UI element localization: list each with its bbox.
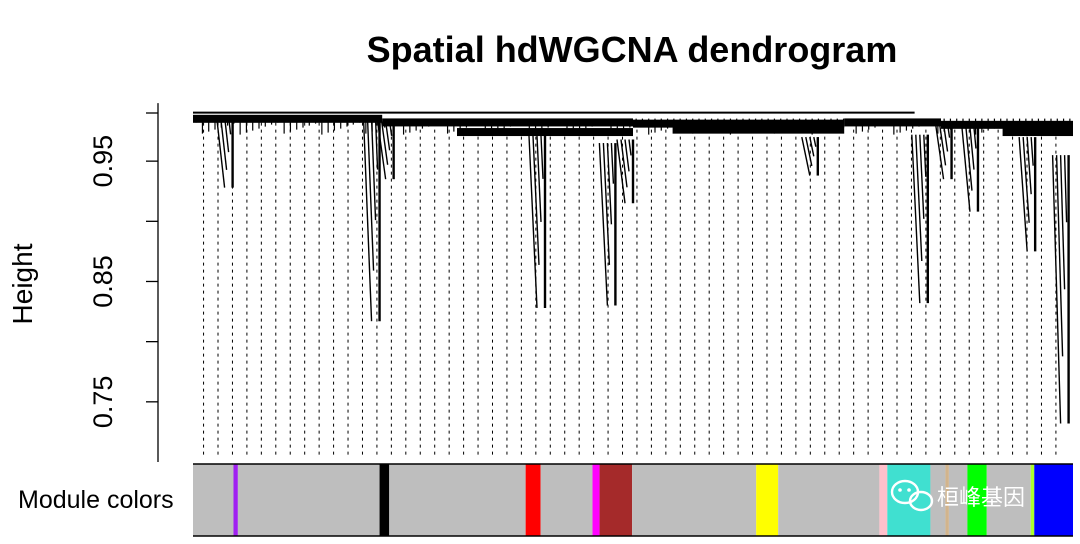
sub-branch bbox=[1026, 137, 1032, 195]
wechat-icon bbox=[890, 479, 934, 512]
module-color-segment bbox=[948, 464, 968, 536]
module-color-segment bbox=[756, 464, 779, 536]
sub-branch bbox=[1022, 137, 1030, 223]
sub-branch bbox=[809, 136, 815, 157]
module-color-bar bbox=[193, 463, 1073, 537]
sub-branch bbox=[223, 116, 230, 153]
clade-band bbox=[193, 114, 383, 123]
y-axis-label: Height bbox=[7, 243, 38, 324]
sub-branch bbox=[536, 135, 542, 222]
sub-branch bbox=[938, 123, 947, 166]
sub-branch bbox=[370, 118, 377, 221]
sub-branch bbox=[376, 121, 387, 180]
sub-branch bbox=[973, 127, 977, 149]
sub-branch bbox=[965, 127, 973, 191]
sub-branch bbox=[934, 123, 945, 180]
clade-band bbox=[633, 119, 845, 128]
module-color-segment bbox=[986, 464, 1031, 536]
sub-branch bbox=[366, 118, 375, 271]
sub-branch bbox=[969, 127, 975, 170]
watermark: 桓峰基因 bbox=[890, 479, 1025, 512]
module-colors-label: Module colors bbox=[18, 486, 174, 514]
sub-branch bbox=[801, 136, 811, 176]
sub-branch bbox=[1018, 137, 1028, 252]
sub-branch bbox=[227, 116, 232, 135]
sub-branch bbox=[388, 121, 393, 136]
chart-title: Spatial hdWGCNA dendrogram bbox=[367, 29, 898, 70]
sub-branch bbox=[1055, 155, 1064, 357]
sub-branch bbox=[946, 123, 951, 138]
module-color-segment bbox=[930, 464, 946, 536]
sub-branch bbox=[540, 135, 544, 179]
sub-branch bbox=[616, 139, 626, 204]
sub-branch bbox=[805, 136, 813, 167]
module-color-segment bbox=[540, 464, 593, 536]
clade-band bbox=[457, 128, 633, 137]
module-color-segment bbox=[945, 464, 949, 536]
y-tick-label: 0.95 bbox=[88, 135, 118, 188]
clade-band bbox=[844, 118, 941, 127]
module-color-segment bbox=[967, 464, 987, 536]
sub-branch bbox=[215, 116, 226, 188]
module-color-segment bbox=[233, 464, 238, 536]
sub-branch bbox=[374, 118, 379, 170]
sub-branch bbox=[598, 143, 609, 306]
sub-branch bbox=[1051, 155, 1062, 424]
sub-branch bbox=[602, 143, 611, 265]
sub-branch bbox=[919, 134, 925, 219]
module-color-segment bbox=[389, 464, 526, 536]
y-axis: 0.95 0.85 0.75 bbox=[88, 103, 159, 462]
sub-branch bbox=[961, 127, 971, 212]
sub-branch bbox=[362, 118, 373, 322]
module-color-segment bbox=[778, 464, 880, 536]
sub-branch bbox=[528, 135, 538, 308]
sub-branch bbox=[813, 136, 817, 147]
module-color-segment bbox=[193, 464, 234, 536]
clade-band bbox=[1002, 128, 1073, 137]
module-color-segment bbox=[1030, 464, 1035, 536]
y-tick-label: 0.75 bbox=[88, 376, 118, 429]
module-color-segment bbox=[632, 464, 757, 536]
sub-branch bbox=[923, 134, 927, 177]
watermark-text: 桓峰基因 bbox=[937, 486, 1025, 511]
module-color-segment bbox=[592, 464, 600, 536]
sub-branch bbox=[1059, 155, 1066, 290]
sub-branch bbox=[911, 134, 921, 304]
clade-band bbox=[382, 118, 633, 127]
sub-branch bbox=[606, 143, 613, 225]
sub-branch bbox=[624, 139, 630, 172]
module-color-segment bbox=[525, 464, 541, 536]
sub-branch bbox=[532, 135, 540, 265]
y-tick-label: 0.85 bbox=[88, 255, 118, 308]
sub-branch bbox=[610, 143, 615, 184]
module-color-segment bbox=[879, 464, 888, 536]
module-color-segment bbox=[237, 464, 380, 536]
module-color-segment bbox=[379, 464, 390, 536]
dendrogram bbox=[193, 111, 1073, 456]
sub-branch bbox=[1063, 155, 1068, 223]
sub-branch bbox=[384, 121, 391, 151]
clade-band bbox=[672, 125, 845, 134]
sub-branch bbox=[915, 134, 923, 262]
sub-branch bbox=[1030, 137, 1034, 166]
module-color-segment bbox=[599, 464, 633, 536]
sub-branch bbox=[628, 139, 632, 156]
sub-branch bbox=[620, 139, 628, 188]
sub-branch bbox=[380, 121, 389, 165]
module-color-segment bbox=[1034, 464, 1073, 536]
clade-band bbox=[941, 120, 1073, 129]
